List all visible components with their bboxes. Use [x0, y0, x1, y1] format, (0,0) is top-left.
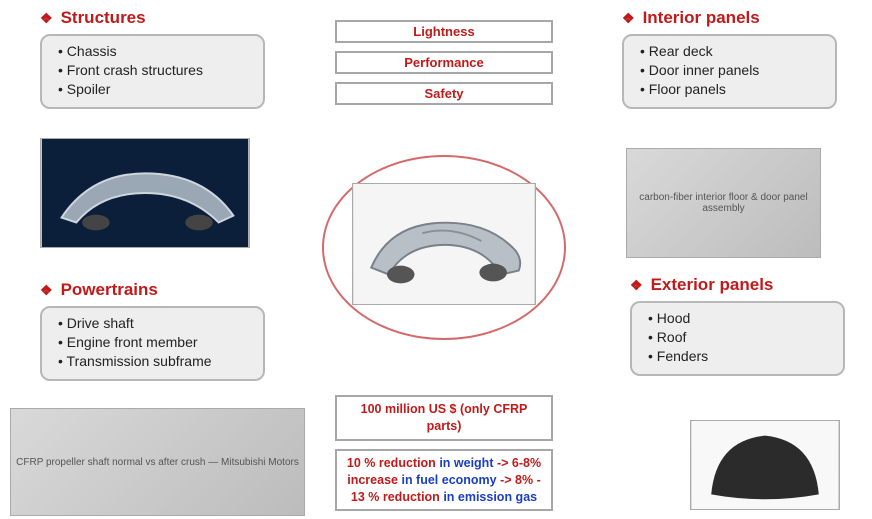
keyword-pill: Performance [335, 51, 553, 74]
stat-blue: in weight [439, 456, 493, 470]
list-item: Door inner panels [640, 61, 823, 80]
diamond-bullet-icon: ❖ [40, 282, 53, 299]
benefit-stat: 10 % reduction in weight -> 6-8% increas… [335, 449, 553, 512]
powertrains-title: Powertrains [61, 280, 158, 300]
structures-list-box: Chassis Front crash structures Spoiler [40, 34, 265, 109]
list-item: Roof [648, 328, 831, 347]
exterior-image [690, 420, 840, 510]
powertrains-header: ❖ Powertrains [40, 280, 265, 300]
interior-image: carbon-fiber interior floor & door panel… [626, 148, 821, 258]
stat-red: 10 % reduction [347, 456, 436, 470]
center-stats: 100 million US $ (only CFRP parts) 10 % … [335, 395, 553, 519]
exterior-list-box: Hood Roof Fenders [630, 301, 845, 376]
list-item: Hood [648, 309, 831, 328]
structures-image [40, 138, 250, 248]
diamond-bullet-icon: ❖ [40, 10, 53, 27]
powertrains-image: CFRP propeller shaft normal vs after cru… [10, 408, 305, 516]
exterior-header: ❖ Exterior panels [630, 275, 845, 295]
list-item: Spoiler [58, 80, 251, 99]
stat-arrow: -> [493, 456, 511, 470]
interior-section: ❖ Interior panels Rear deck Door inner p… [622, 8, 837, 109]
center-keywords: Lightness Performance Safety [335, 20, 553, 113]
exterior-section: ❖ Exterior panels Hood Roof Fenders [630, 275, 845, 376]
powertrains-list-box: Drive shaft Engine front member Transmis… [40, 306, 265, 381]
list-item: Transmission subframe [58, 352, 251, 371]
list-item: Engine front member [58, 333, 251, 352]
structures-header: ❖ Structures [40, 8, 265, 28]
list-item: Front crash structures [58, 61, 251, 80]
stat-arrow: -> [497, 473, 515, 487]
powertrains-section: ❖ Powertrains Drive shaft Engine front m… [40, 280, 265, 381]
car-chassis-icon [41, 139, 249, 247]
diamond-bullet-icon: ❖ [622, 10, 635, 27]
exterior-title: Exterior panels [651, 275, 774, 295]
cost-stat: 100 million US $ (only CFRP parts) [335, 395, 553, 441]
list-item: Floor panels [640, 80, 823, 99]
list-item: Fenders [648, 347, 831, 366]
keyword-pill: Lightness [335, 20, 553, 43]
car-cutaway-icon [353, 184, 535, 304]
stat-blue: in fuel economy [401, 473, 496, 487]
diamond-bullet-icon: ❖ [630, 277, 643, 294]
structures-section: ❖ Structures Chassis Front crash structu… [40, 8, 265, 109]
interior-header: ❖ Interior panels [622, 8, 837, 28]
keyword-pill: Safety [335, 82, 553, 105]
center-car-image [352, 183, 536, 305]
hood-panel-icon [691, 421, 839, 509]
structures-title: Structures [61, 8, 146, 28]
list-item: Drive shaft [58, 314, 251, 333]
stat-blue: in emission gas [443, 490, 537, 504]
list-item: Chassis [58, 42, 251, 61]
list-item: Rear deck [640, 42, 823, 61]
interior-title: Interior panels [643, 8, 760, 28]
interior-list-box: Rear deck Door inner panels Floor panels [622, 34, 837, 109]
